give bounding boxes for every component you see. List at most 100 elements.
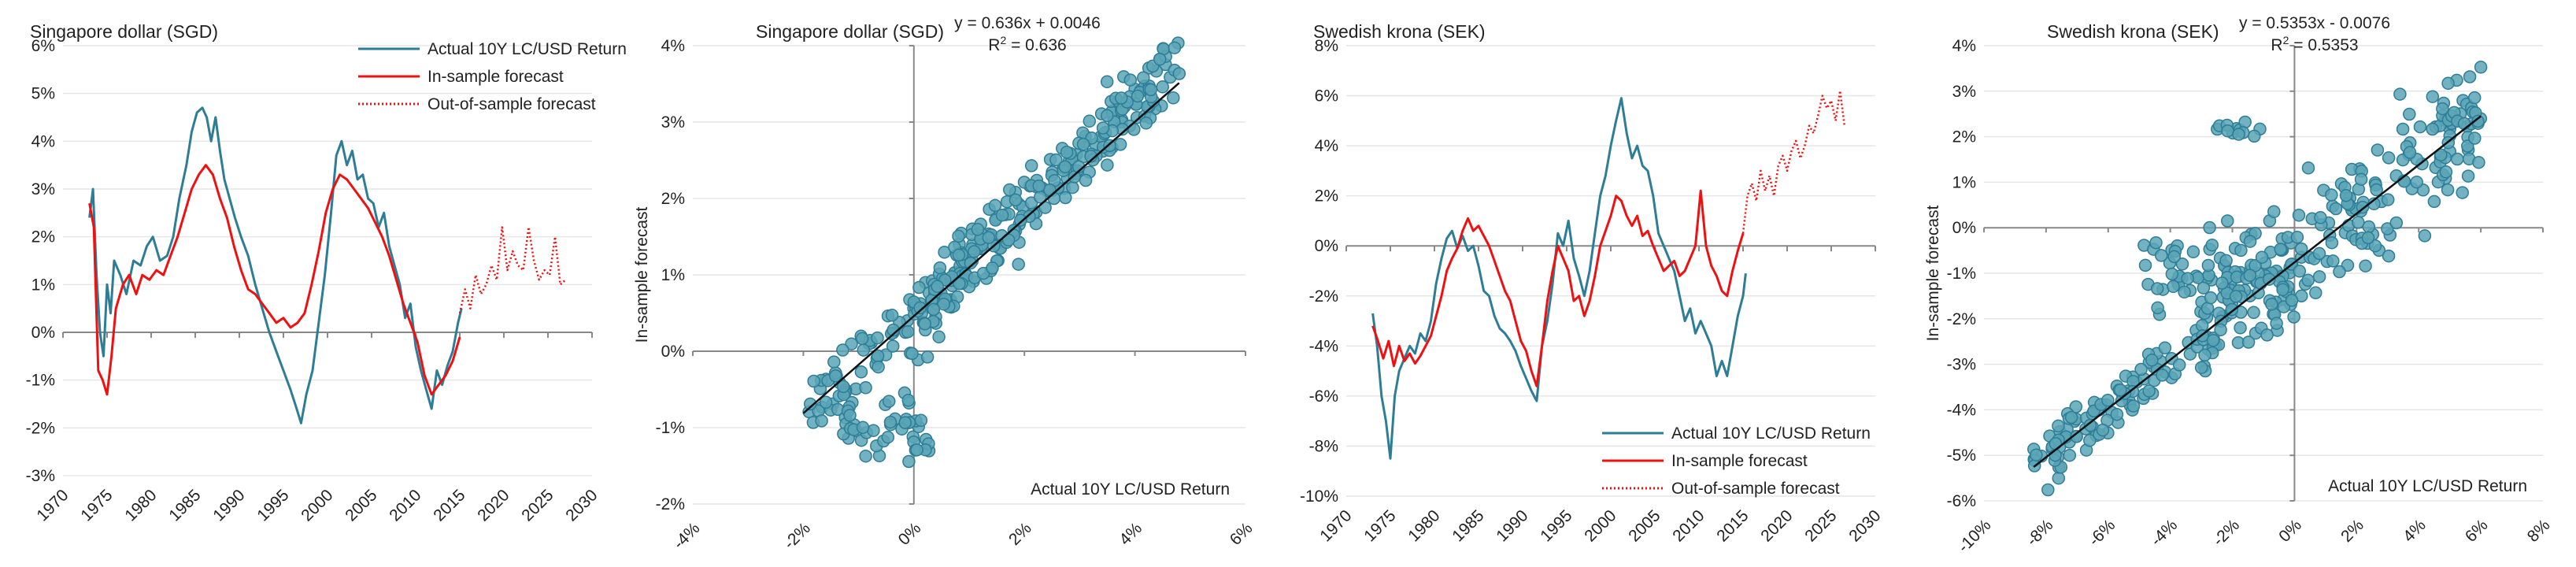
y-tick-label: 1% bbox=[661, 266, 685, 284]
scatter-point bbox=[2293, 265, 2307, 278]
scatter-point bbox=[2290, 230, 2304, 244]
scatter-point bbox=[2382, 249, 2396, 263]
scatter-point bbox=[872, 360, 885, 374]
y-tick-label: 1% bbox=[31, 276, 55, 294]
y-tick-label: 6% bbox=[31, 37, 55, 55]
scatter-point bbox=[2418, 229, 2432, 243]
y-tick-label: 4% bbox=[1315, 137, 1338, 155]
x-tick-label: 2010 bbox=[1669, 506, 1708, 545]
x-tick-label: -8% bbox=[2023, 516, 2057, 550]
scatter-point bbox=[2167, 280, 2180, 294]
scatter-point bbox=[1024, 159, 1038, 172]
scatter-point bbox=[815, 414, 828, 428]
scatter-point bbox=[2265, 298, 2278, 311]
scatter-point bbox=[2030, 448, 2043, 461]
scatter-point bbox=[2285, 294, 2299, 307]
scatter-point bbox=[2052, 419, 2065, 433]
y-axis-label: In-sample forecast bbox=[1924, 205, 1942, 341]
y-tick-label: -8% bbox=[1309, 437, 1338, 455]
chart-title: Swedish krona (SEK) bbox=[2047, 21, 2219, 42]
scatter-point bbox=[2181, 272, 2194, 285]
regression-line bbox=[2033, 115, 2482, 469]
scatter-point bbox=[2301, 273, 2315, 287]
scatter-point bbox=[807, 374, 820, 388]
x-tick-label: 2005 bbox=[342, 486, 380, 524]
scatter-point bbox=[964, 256, 978, 270]
scatter-point bbox=[2301, 161, 2315, 175]
scatter-point bbox=[933, 261, 947, 275]
scatter-point bbox=[932, 330, 946, 344]
scatter-point bbox=[2172, 358, 2186, 372]
y-tick-label: -2% bbox=[26, 419, 55, 437]
scatter-point bbox=[1003, 183, 1016, 197]
x-tick-label: 2% bbox=[2337, 516, 2367, 546]
scatter-point bbox=[2468, 132, 2482, 145]
scatter-point bbox=[2151, 301, 2164, 315]
y-tick-label: -1% bbox=[656, 419, 685, 437]
scatter-point bbox=[2234, 243, 2248, 258]
scatter-point bbox=[2474, 61, 2488, 74]
scatter-point bbox=[2142, 384, 2156, 398]
x-tick-label: -6% bbox=[2086, 516, 2119, 550]
legend-label: In-sample forecast bbox=[1671, 452, 1808, 470]
scatter-point bbox=[2263, 272, 2276, 286]
scatter-point bbox=[1168, 41, 1182, 54]
scatter-point bbox=[2186, 245, 2200, 259]
y-tick-label: 3% bbox=[661, 113, 685, 132]
scatter-point bbox=[829, 369, 842, 383]
scatter-point bbox=[2339, 188, 2353, 202]
scatter-point bbox=[2041, 483, 2055, 497]
y-tick-label: 1% bbox=[1952, 173, 1976, 191]
scatter-point bbox=[2205, 238, 2219, 252]
scatter-point bbox=[2461, 169, 2475, 183]
scatter-point bbox=[2203, 220, 2216, 235]
y-tick-label: -5% bbox=[1947, 447, 1976, 465]
scatter-point bbox=[2309, 286, 2322, 300]
series-line-0 bbox=[1371, 97, 1747, 460]
scatter-point bbox=[2472, 155, 2485, 169]
y-tick-label: 0% bbox=[1952, 219, 1976, 237]
scatter-point bbox=[2165, 267, 2179, 281]
x-tick-label: 6% bbox=[1227, 519, 1257, 549]
scatter-point bbox=[2413, 120, 2427, 134]
scatter-point bbox=[2194, 361, 2208, 375]
y-tick-label: 2% bbox=[661, 190, 685, 208]
scatter-point bbox=[953, 276, 966, 291]
chart-sek-timeseries: -10%-8%-6%-4%-2%0%2%4%6%8%1970 1975 1980 19… bbox=[1300, 21, 1885, 546]
scatter-point bbox=[2426, 90, 2440, 103]
x-tick-label: 1995 bbox=[1537, 506, 1575, 545]
scatter-point bbox=[2389, 216, 2404, 230]
scatter-point bbox=[1012, 258, 1025, 271]
scatter-point bbox=[2471, 114, 2485, 128]
scatter-point bbox=[971, 223, 985, 236]
scatter-point bbox=[1049, 153, 1063, 167]
r-squared: R2 = 0.5353 bbox=[2271, 34, 2358, 54]
chart-title: Singapore dollar (SGD) bbox=[30, 21, 218, 42]
y-tick-label: 4% bbox=[31, 132, 55, 150]
scatter-point bbox=[2294, 242, 2308, 256]
chart-sgd-scatter: -2% -1% 0% 1% 2% 3% 4% -4% -2% 0% 2% 4% 6% Singapore … bbox=[633, 14, 1257, 553]
scatter-point bbox=[952, 248, 966, 262]
y-tick-label: -2% bbox=[1947, 310, 1976, 328]
scatter-point bbox=[2359, 259, 2372, 272]
regression-equation: y = 0.636x + 0.0046 bbox=[954, 14, 1101, 32]
y-tick-label: 4% bbox=[1952, 37, 1976, 55]
scatter-point bbox=[2426, 122, 2439, 136]
panel-sek-timeseries: -10% -8% -6% -4% -2% 0% 2% 4% 6% 8% 1970 1975 1980 19… bbox=[1283, 0, 1913, 567]
legend-label: Actual 10Y LC/USD Return bbox=[427, 40, 627, 58]
scatter-point bbox=[859, 381, 872, 395]
scatter-point bbox=[1009, 193, 1023, 207]
scatter-point bbox=[914, 413, 928, 428]
scatter-point bbox=[2167, 250, 2181, 264]
scatter-point bbox=[1076, 137, 1090, 151]
x-tick-label: 1970 bbox=[33, 486, 72, 524]
scatter-point bbox=[1100, 75, 1114, 89]
scatter-point bbox=[2083, 418, 2097, 432]
scatter-point bbox=[2247, 306, 2260, 320]
scatter-point bbox=[2441, 76, 2455, 91]
scatter-point bbox=[2175, 258, 2189, 271]
scatter-point bbox=[836, 343, 849, 357]
scatter-point bbox=[843, 409, 857, 422]
scatter-point bbox=[2197, 281, 2211, 295]
scatter-point bbox=[2441, 183, 2455, 197]
